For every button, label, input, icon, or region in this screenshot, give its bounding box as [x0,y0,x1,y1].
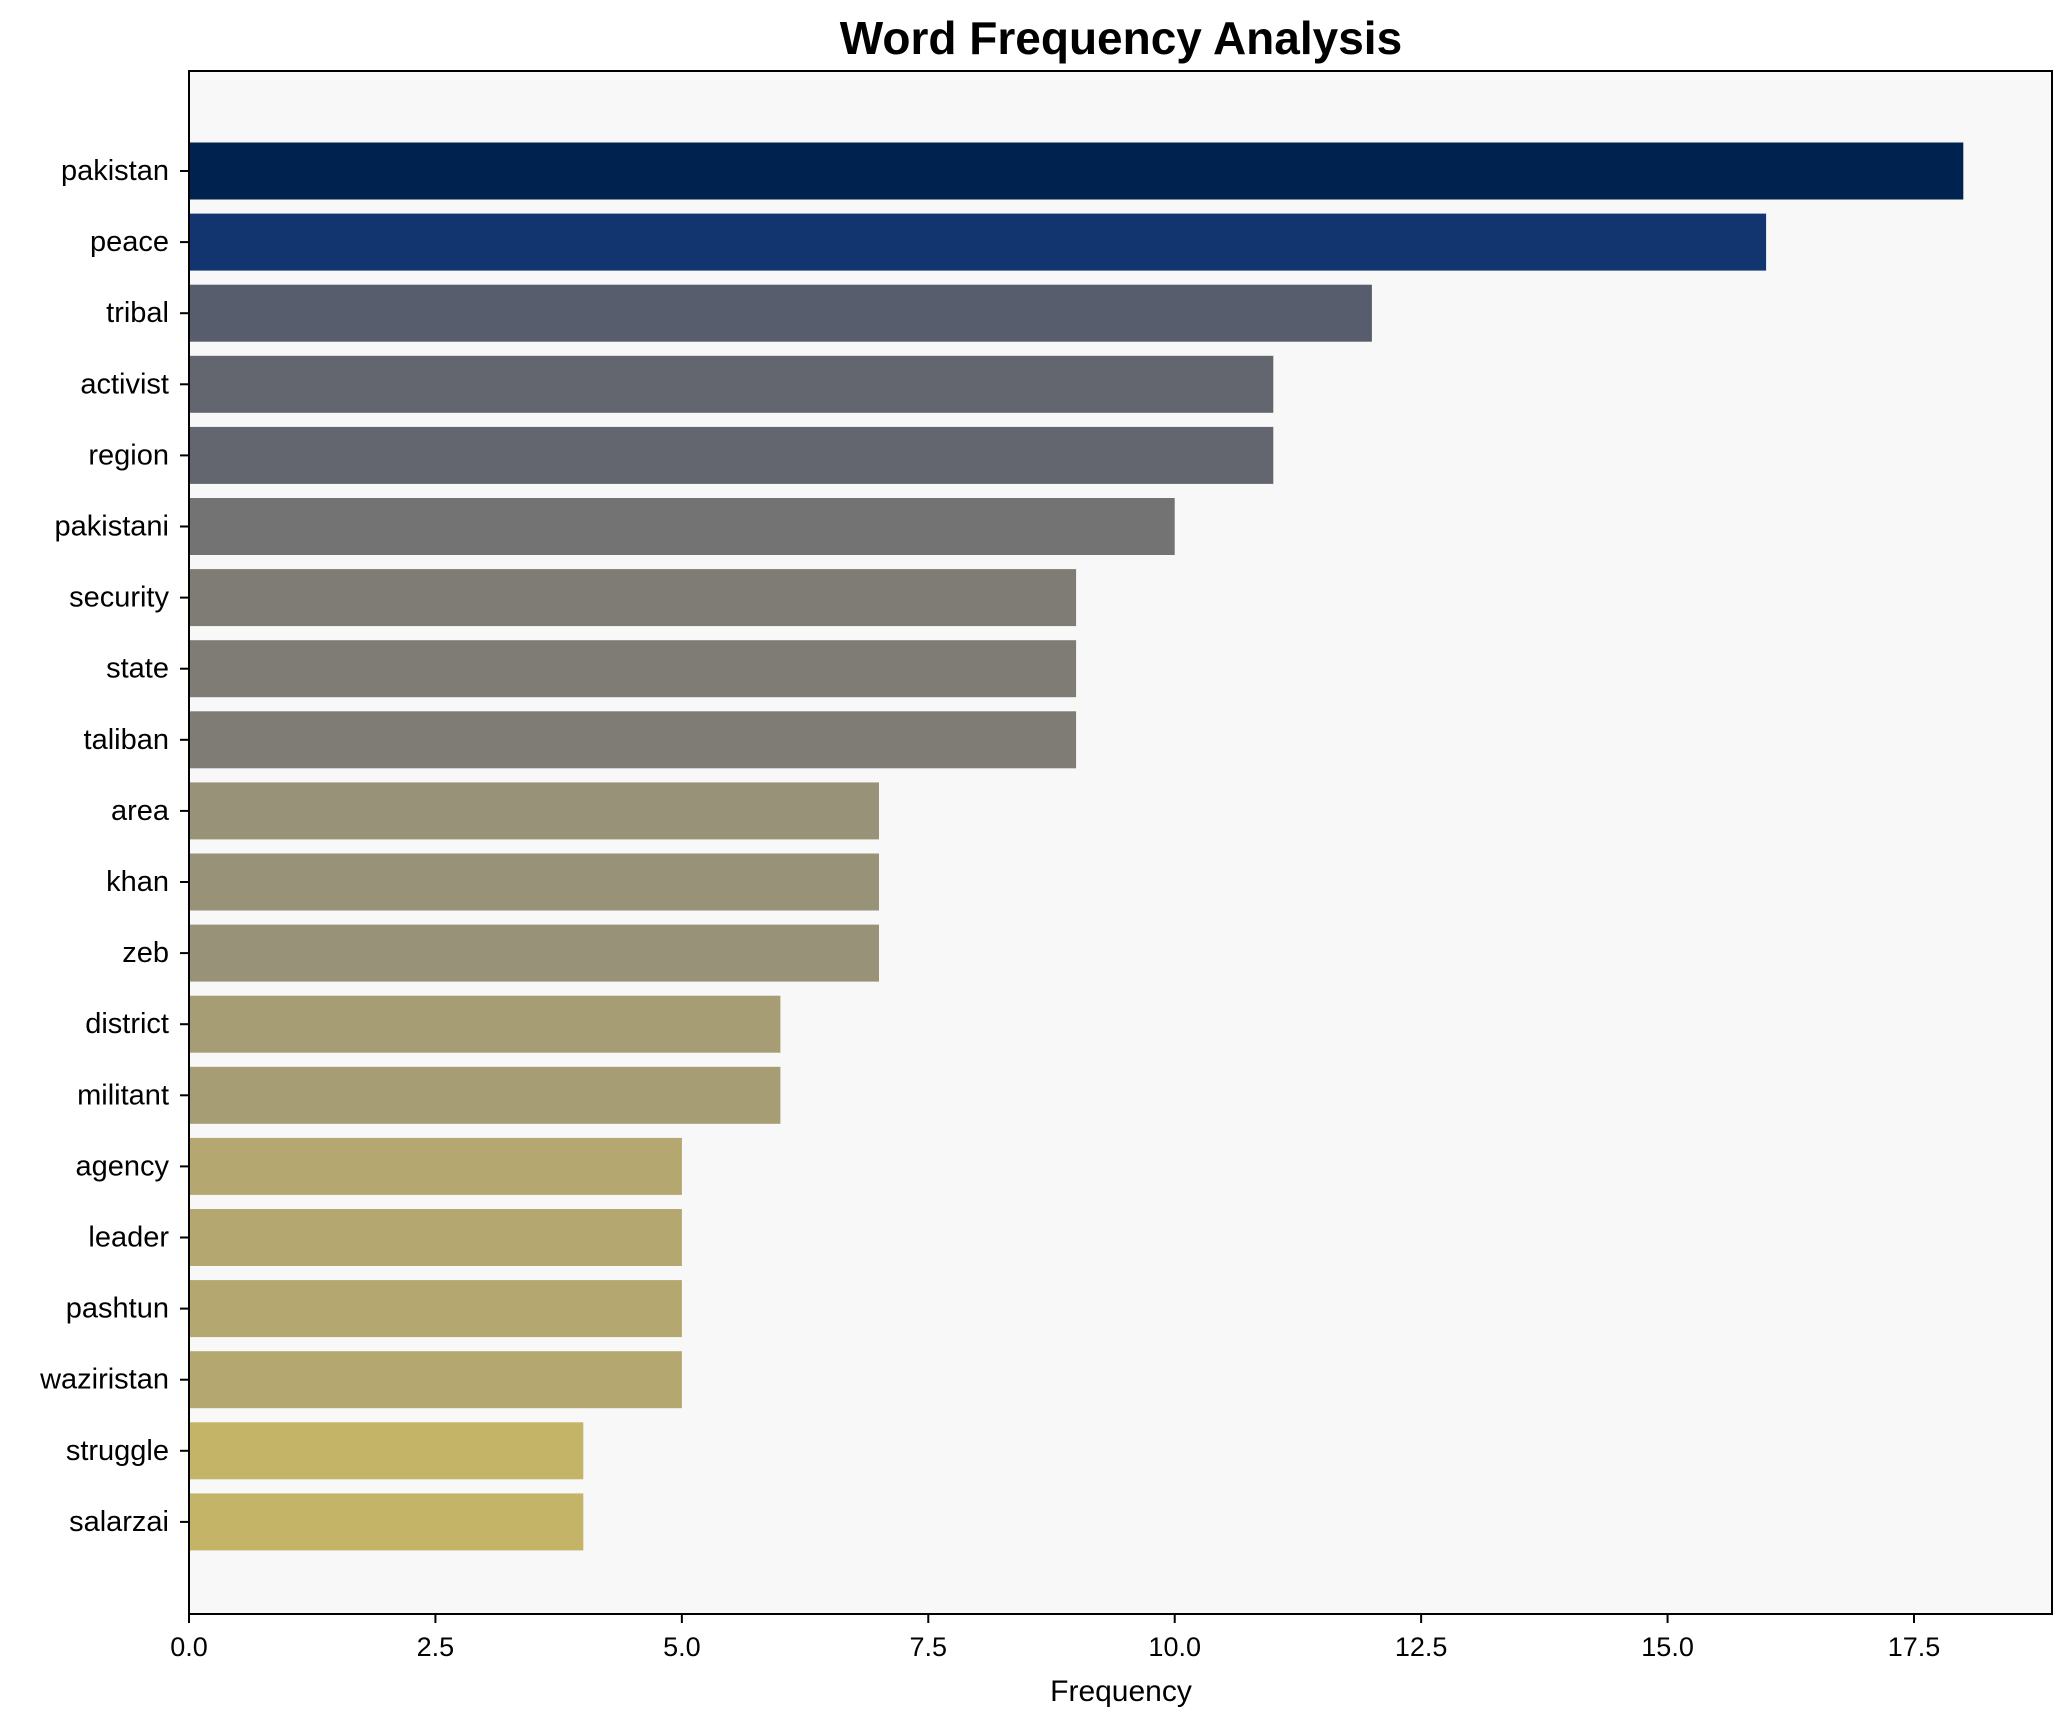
y-axis-labels: pakistan peace tribal activist region pakista… [39,155,189,1538]
category-label-pashtun: pashtun [66,1293,169,1325]
x-tick-label: 10.0 [1148,1632,1201,1662]
bar-struggle [189,1422,584,1480]
bar-security [189,569,1077,627]
category-label-peace: peace [90,226,169,258]
bar-khan [189,853,879,911]
bar-district [189,995,781,1053]
bar-peace [189,213,1767,271]
bar-leader [189,1209,682,1266]
x-tick-label: 0.0 [170,1632,208,1662]
bar-area [189,782,879,840]
x-tick-label: 12.5 [1395,1632,1448,1662]
x-tick-label: 5.0 [663,1632,701,1662]
bar-state [189,640,1077,698]
category-label-khan: khan [106,866,169,898]
category-label-security: security [69,582,169,614]
plot-frame [188,70,2053,1615]
category-label-pakistani: pakistani [55,511,169,543]
bar-tribal [189,284,1372,342]
category-label-taliban: taliban [84,724,169,756]
chart-title: Word Frequency Analysis [840,12,1402,64]
x-tick-label: 2.5 [417,1632,455,1662]
bar-pakistan [189,142,1964,200]
category-label-region: region [88,439,169,471]
category-label-state: state [106,653,169,685]
bar-agency [189,1137,682,1195]
category-label-zeb: zeb [122,937,169,969]
bar-zeb [189,924,879,982]
category-label-tribal: tribal [106,297,169,329]
bar-militant [189,1066,781,1124]
category-label-pakistan: pakistan [61,155,169,187]
bar-pakistani [189,498,1175,555]
x-tick-label: 7.5 [910,1632,948,1662]
bar-taliban [189,711,1077,769]
x-axis-ticks: 0.0 2.5 5.0 7.5 10.0 12.5 15.0 17.5 [170,1614,1940,1662]
category-label-area: area [111,795,170,827]
x-axis-label: Frequency [1050,1675,1192,1708]
category-label-salarzai: salarzai [69,1506,169,1538]
category-label-agency: agency [75,1150,169,1182]
bar-waziristan [189,1351,682,1409]
x-tick-label: 15.0 [1641,1632,1694,1662]
x-tick-label: 17.5 [1888,1632,1941,1662]
bar-pashtun [189,1280,682,1338]
bar-region [189,426,1274,484]
category-label-waziristan: waziristan [39,1364,169,1396]
category-label-district: district [85,1008,169,1040]
category-label-leader: leader [88,1222,169,1254]
category-label-militant: militant [77,1079,169,1111]
category-label-struggle: struggle [66,1435,169,1467]
category-label-activist: activist [80,368,169,400]
bar-activist [189,355,1274,413]
bar-salarzai [189,1493,584,1551]
bars-group [189,142,1964,1551]
